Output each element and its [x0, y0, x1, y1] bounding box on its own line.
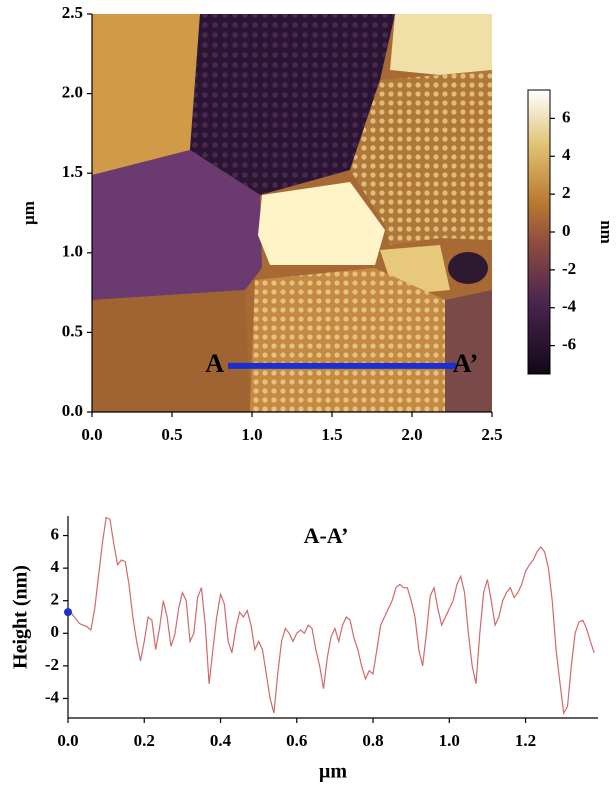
y-tick-label: 4 — [51, 557, 60, 576]
colorbar-tick-label: 4 — [562, 145, 571, 164]
profile-end-label: A’ — [453, 349, 479, 378]
x-tick-label: 2.0 — [401, 425, 422, 444]
chart-title: A-A’ — [304, 523, 349, 548]
colorbar-tick-label: 6 — [562, 107, 571, 126]
x-tick-label: 1.2 — [515, 731, 536, 750]
y-tick-label: 6 — [51, 524, 60, 543]
y-axis-label: µm — [19, 201, 38, 225]
x-tick-label: 0.6 — [286, 731, 307, 750]
y-tick-label: 2.0 — [62, 83, 83, 102]
x-tick-label: 0.5 — [161, 425, 182, 444]
afm-image — [92, 14, 492, 412]
colorbar-tick-label: -4 — [562, 297, 577, 316]
y-tick-label: -4 — [45, 687, 60, 706]
colorbar-label: nm — [597, 220, 616, 244]
x-axis-label: µm — [319, 761, 348, 783]
x-tick-label: 2.5 — [481, 425, 502, 444]
x-tick-label: 0.0 — [57, 731, 78, 750]
x-tick-label: 0.4 — [210, 731, 232, 750]
y-tick-label: 0.0 — [62, 401, 83, 420]
y-tick-label: 0 — [51, 622, 60, 641]
colorbar-tick-label: 0 — [562, 221, 571, 240]
line-series — [67, 516, 595, 715]
x-tick-label: 0.0 — [81, 425, 102, 444]
x-tick-label: 0.2 — [134, 731, 155, 750]
profile-start-label: A — [205, 349, 224, 378]
y-axis-label: Height (nm) — [10, 565, 32, 669]
y-tick-label: 2 — [51, 590, 60, 609]
start-marker — [64, 608, 72, 617]
colorbar-tick-label: -2 — [562, 259, 576, 278]
x-tick-label: 1.0 — [241, 425, 262, 444]
y-tick-label: 1.0 — [62, 242, 83, 261]
y-tick-label: 1.5 — [62, 162, 83, 181]
x-tick-label: 0.8 — [362, 731, 383, 750]
y-tick-label: -2 — [45, 655, 59, 674]
y-tick-label: 2.5 — [62, 3, 83, 22]
x-tick-label: 1.0 — [439, 731, 460, 750]
colorbar-tick-label: -6 — [562, 335, 576, 354]
colorbar — [527, 89, 551, 375]
y-tick-label: 0.5 — [62, 321, 83, 340]
x-tick-label: 1.5 — [321, 425, 342, 444]
colorbar-tick-label: 2 — [562, 183, 571, 202]
